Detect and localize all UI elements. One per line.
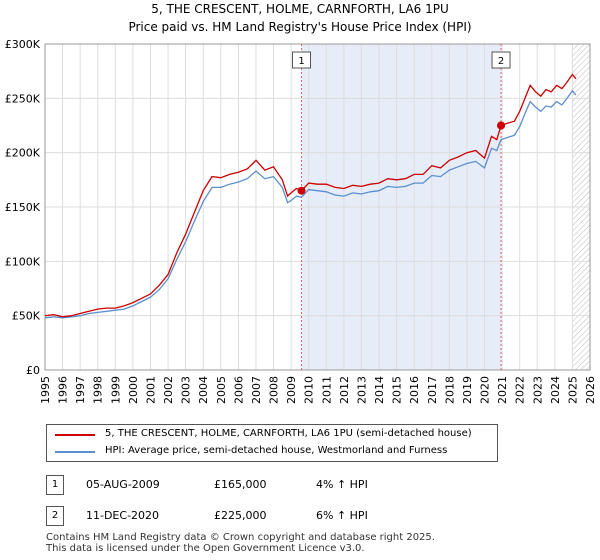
x-tick-label: 2009 [285, 376, 298, 404]
chart-area: £0 £50K £100K £150K £200K £250K £300K 1995 1996 1… [5, 38, 597, 404]
footer-copyright: Contains HM Land Registry data © Crown c… [46, 532, 435, 543]
legend: 5, THE CRESCENT, HOLME, CARNFORTH, LA6 1… [46, 424, 498, 462]
sale-price: £165,000 [214, 478, 267, 491]
x-tick-label: 1996 [57, 376, 70, 404]
sale-marker-box [292, 51, 312, 69]
x-tick-label: 2012 [338, 376, 351, 404]
sale-point [297, 186, 306, 195]
sale-point [497, 121, 506, 130]
x-tick-label: 2006 [232, 376, 245, 404]
plot-frame [44, 43, 591, 371]
x-tick-label: 2001 [144, 376, 157, 404]
sale-hpi-delta: 4% ↑ HPI [316, 478, 368, 491]
legend-label-property: 5, THE CRESCENT, HOLME, CARNFORTH, LA6 1… [105, 428, 472, 439]
x-tick-label: 2024 [549, 376, 562, 404]
chart-title: 5, THE CRESCENT, HOLME, CARNFORTH, LA6 1… [151, 2, 449, 16]
y-tick-label: £100K [5, 255, 41, 268]
legend-label-hpi: HPI: Average price, semi-detached house,… [105, 445, 448, 456]
sale-marker-box [491, 51, 511, 69]
x-tick-label: 2021 [496, 376, 509, 404]
series-line-hpi [44, 89, 577, 319]
y-tick-label: £200K [5, 147, 41, 160]
sale-number-badge: 2 [46, 506, 64, 526]
series-line-property [44, 73, 577, 318]
x-tick-label: 2020 [479, 376, 492, 404]
x-tick-label: 2019 [461, 376, 474, 404]
x-tick-label: 2000 [127, 376, 140, 404]
x-tick-label: 2005 [215, 376, 228, 404]
x-tick-label: 2011 [320, 376, 333, 404]
x-tick-label: 2016 [408, 376, 421, 404]
y-tick-label: £0 [26, 364, 40, 377]
x-tick-label: 2015 [391, 376, 404, 404]
x-tick-label: 2023 [531, 376, 544, 404]
sale-marker-label: 2 [498, 56, 504, 67]
chart-subtitle: Price paid vs. HM Land Registry's House … [128, 20, 472, 34]
x-tick-label: 2022 [514, 376, 527, 404]
x-tick-label: 2004 [197, 376, 210, 404]
legend-swatch-hpi [55, 451, 95, 453]
x-tick-label: 1998 [92, 376, 105, 404]
footer-licence: This data is licensed under the Open Gov… [46, 543, 365, 554]
y-tick-label: £150K [5, 201, 41, 214]
legend-swatch-property [55, 434, 95, 436]
x-tick-label: 1997 [74, 376, 87, 404]
x-tick-label: 2008 [268, 376, 281, 404]
sale-number-badge: 1 [46, 475, 64, 495]
x-tick-label: 2026 [584, 376, 597, 404]
sale-price: £225,000 [214, 509, 267, 522]
sale-date: 05-AUG-2009 [86, 478, 160, 491]
sale-date: 11-DEC-2020 [86, 509, 160, 522]
y-tick-label: £250K [5, 92, 41, 105]
x-tick-label: 2025 [566, 376, 579, 404]
x-tick-label: 2013 [355, 376, 368, 404]
x-tick-label: 2010 [303, 376, 316, 404]
x-tick-label: 2014 [373, 376, 386, 404]
sale-marker-label: 1 [298, 56, 304, 67]
sale-hpi-delta: 6% ↑ HPI [316, 509, 368, 522]
x-tick-label: 2017 [426, 376, 439, 404]
x-tick-label: 1999 [109, 376, 122, 404]
x-tick-label: 2003 [180, 376, 193, 404]
y-tick-label: £300K [5, 38, 41, 51]
x-tick-label: 1995 [39, 376, 52, 404]
x-tick-label: 2002 [162, 376, 175, 404]
x-tick-label: 2018 [443, 376, 456, 404]
x-tick-label: 2007 [250, 376, 263, 404]
y-tick-label: £50K [12, 310, 41, 323]
